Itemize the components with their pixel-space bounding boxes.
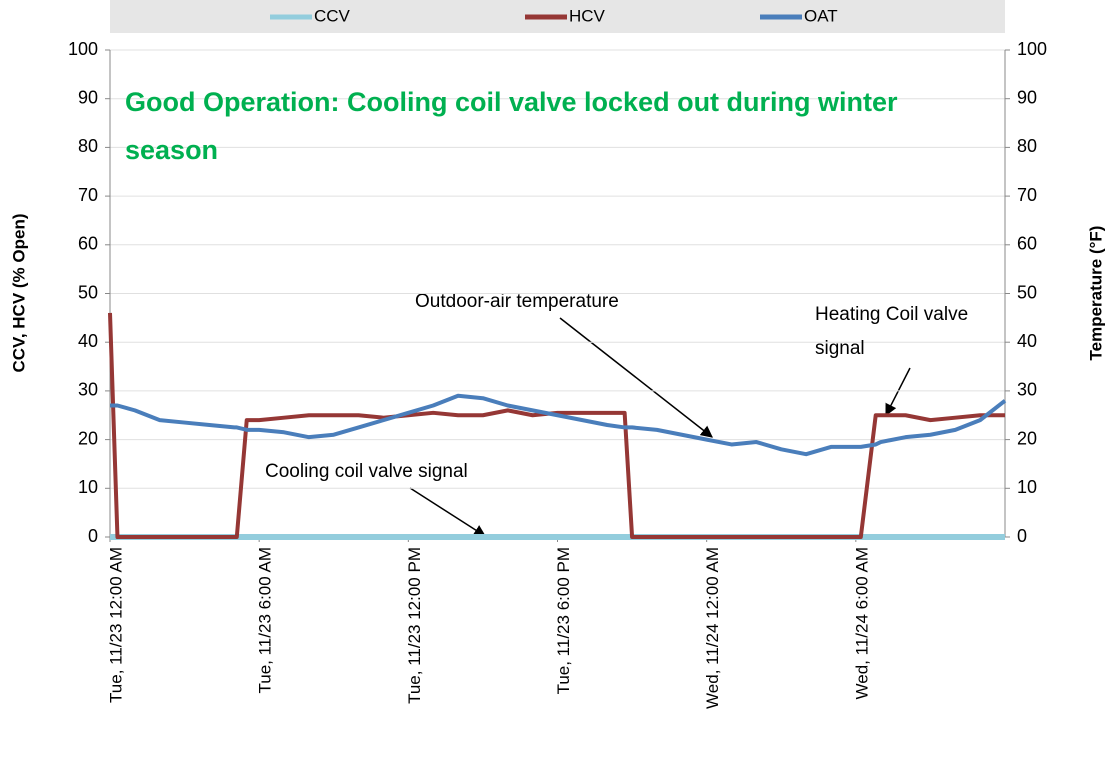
y-tick-label: 0 <box>88 526 98 546</box>
series-line <box>110 393 1007 457</box>
y-axis-title: CCV, HCV (% Open) <box>9 213 28 372</box>
annotation-arrow <box>885 367 911 417</box>
x-tick-label: Tue, 11/23 12:00 PM <box>405 547 424 704</box>
y2-tick-label: 50 <box>1017 282 1037 302</box>
y-tick-label: 90 <box>78 87 98 107</box>
y-tick-label: 100 <box>68 39 98 59</box>
y2-tick-label: 30 <box>1017 380 1037 400</box>
x-tick-label: Wed, 11/24 6:00 AM <box>852 547 871 699</box>
y2-tick-label: 80 <box>1017 136 1037 156</box>
legend-label: OAT <box>804 6 838 25</box>
y2-tick-label: 60 <box>1017 234 1037 254</box>
y2-tick-label: 70 <box>1017 185 1037 205</box>
y-tick-label: 50 <box>78 282 98 302</box>
y2-tick-label: 100 <box>1017 39 1047 59</box>
series-line <box>108 312 1005 539</box>
annotation-arrow <box>559 317 713 438</box>
y2-tick-label: 10 <box>1017 477 1037 497</box>
y2-tick-label: 90 <box>1017 87 1037 107</box>
y-tick-label: 60 <box>78 234 98 254</box>
y-tick-label: 20 <box>78 428 98 448</box>
y2-tick-label: 0 <box>1017 526 1027 546</box>
y2-axis-title: Temperature (°F) <box>1086 226 1105 361</box>
y-tick-label: 10 <box>78 477 98 497</box>
annotation-arrow <box>409 487 487 537</box>
chart-title: Good Operation: Cooling coil valve locke… <box>125 87 898 165</box>
y-tick-label: 70 <box>78 185 98 205</box>
y-tick-label: 40 <box>78 331 98 351</box>
y-tick-label: 80 <box>78 136 98 156</box>
y2-tick-label: 20 <box>1017 428 1037 448</box>
annotation: Outdoor-air temperature <box>415 291 619 312</box>
annotation: Cooling coil valve signal <box>265 461 468 482</box>
x-tick-label: Tue, 11/23 12:00 AM <box>106 547 125 703</box>
legend-label: CCV <box>314 6 351 25</box>
x-tick-label: Wed, 11/24 12:00 AM <box>703 547 722 709</box>
y2-tick-label: 40 <box>1017 331 1037 351</box>
x-tick-label: Tue, 11/23 6:00 AM <box>256 547 275 693</box>
y-tick-label: 30 <box>78 380 98 400</box>
annotation: Heating Coil valve signal <box>815 304 969 359</box>
legend-label: HCV <box>569 6 606 25</box>
x-tick-label: Tue, 11/23 6:00 PM <box>554 547 573 694</box>
